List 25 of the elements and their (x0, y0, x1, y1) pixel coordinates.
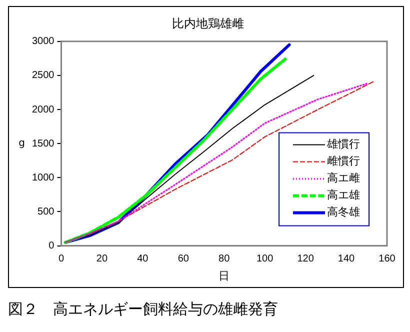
x-tick-label: 0 (58, 254, 64, 265)
x-tick-label: 40 (137, 254, 149, 265)
y-tick-label: 2000 (32, 104, 55, 116)
y-tick-label: 1000 (32, 172, 55, 184)
legend-label: 雌慣行 (327, 154, 360, 168)
x-tick-label: 160 (378, 254, 396, 265)
y-tick-label: 500 (38, 206, 55, 218)
x-tick-label: 120 (297, 254, 314, 265)
legend-label: 高冬雄 (327, 206, 360, 219)
legend-label: 高エ雄 (327, 188, 360, 202)
x-tick-label: 140 (338, 254, 356, 265)
x-tick-label: 80 (218, 254, 230, 265)
legend-label: 高エ雌 (327, 172, 360, 185)
y-tick-label: 2500 (32, 70, 55, 82)
legend-label: 雄慣行 (326, 138, 360, 151)
caption: 図２ 高エネルギー飼料給与の雄雌発育 (8, 300, 278, 319)
y-tick-label: 1500 (32, 138, 55, 150)
x-tick-label: 60 (178, 254, 190, 265)
x-tick-label: 20 (96, 254, 108, 265)
y-tick-label: 0 (48, 240, 55, 252)
y-tick-label: 3000 (32, 36, 55, 48)
chart-title: 比内地鶏雄雌 (172, 16, 244, 30)
x-axis-title: 日 (218, 270, 230, 282)
y-axis-title: g (18, 138, 25, 150)
x-tick-label: 100 (256, 254, 274, 265)
